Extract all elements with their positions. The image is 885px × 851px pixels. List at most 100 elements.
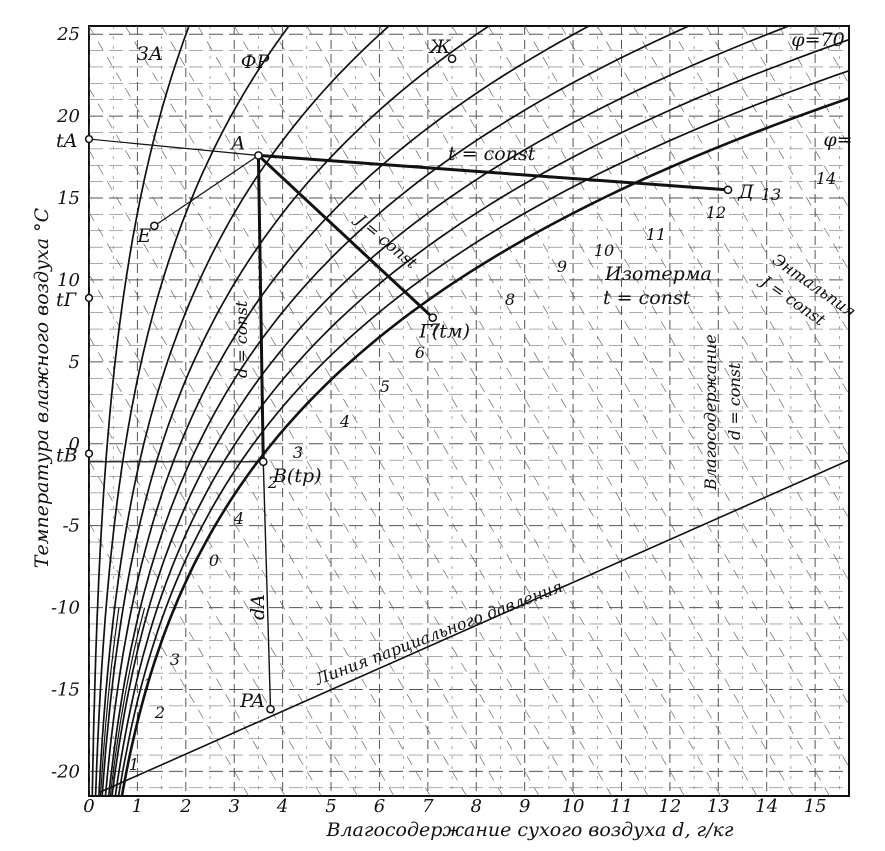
- state-point-zh: [447, 54, 457, 64]
- process-line-d-const: [256, 155, 265, 462]
- relative-humidity-curve: [101, 26, 490, 796]
- annotation-dA: dA: [247, 594, 269, 620]
- grid-line-enthalpy: [89, 149, 467, 796]
- grid-line-enthalpy: [488, 26, 849, 644]
- x-tick-label: 2: [179, 796, 191, 817]
- grid-line-enthalpy: [89, 211, 431, 796]
- x-tick-label: 13: [707, 796, 730, 817]
- grid-line-enthalpy: [705, 26, 849, 271]
- x-tick-label: 14: [755, 796, 778, 817]
- relative-humidity-curve: [94, 26, 290, 796]
- x-tick-label: 10: [562, 796, 585, 817]
- x-tick-label: 5: [325, 796, 336, 817]
- relative-humidity-curve: [98, 26, 390, 796]
- y-tick-label: 0: [69, 434, 80, 455]
- enthalpy-label: 6: [415, 343, 425, 362]
- state-point-pa: [266, 704, 275, 714]
- grid-line-enthalpy: [125, 26, 576, 796]
- state-point-e: [150, 221, 159, 231]
- enthalpy-label: 8: [505, 290, 515, 309]
- y-tick-label: 25: [56, 24, 80, 45]
- curves: [91, 26, 849, 796]
- axis-marker: [84, 293, 94, 303]
- grid-line-enthalpy: [89, 335, 358, 796]
- axis-marker-label: tB: [56, 445, 78, 467]
- grid-line-enthalpy: [597, 26, 849, 458]
- x-tick-label: 15: [804, 796, 827, 817]
- state-point-label-g: Г(tм): [418, 321, 470, 343]
- grid-line-enthalpy: [161, 26, 613, 796]
- y-tick-label: 10: [57, 270, 80, 291]
- x-tick-label: 12: [658, 796, 681, 817]
- partial-pressure-line: [98, 459, 849, 794]
- state-point-label-zh: Ж: [427, 36, 451, 58]
- y-tick-label: 20: [56, 106, 80, 127]
- enthalpy-label: 13: [761, 185, 781, 204]
- annotation-moisture: Влагосодержание: [701, 334, 720, 491]
- grid-line-enthalpy: [851, 26, 885, 796]
- grid-line-enthalpy: [451, 26, 849, 706]
- axis-marker: [84, 134, 94, 144]
- frost-label: 2: [154, 703, 165, 722]
- annotation-isotherm: Изотерма: [604, 263, 712, 285]
- grid-line-enthalpy: [89, 522, 250, 796]
- grid-line-enthalpy: [742, 26, 849, 209]
- grid-line-enthalpy: [524, 26, 849, 582]
- enthalpy-label: 3: [293, 443, 303, 462]
- state-point-label-a: A: [230, 132, 246, 154]
- enthalpy-label: 11: [646, 225, 666, 244]
- y-tick-label: -5: [62, 516, 80, 537]
- grid-line-enthalpy: [633, 26, 849, 396]
- x-tick-label: 9: [519, 796, 530, 817]
- enthalpy-label: 12: [706, 203, 726, 222]
- annotation-t-const: t = const: [448, 143, 536, 165]
- x-axis-title: Влагосодержание сухого воздуха d, г/кг: [325, 819, 733, 841]
- state-point-label-d: Д: [737, 181, 754, 203]
- relative-humidity-curve: [107, 26, 690, 796]
- relative-humidity-curve: [111, 26, 790, 796]
- frost-label: 1: [143, 675, 153, 694]
- grid-line-enthalpy: [89, 26, 540, 796]
- enthalpy-label: 7: [430, 320, 441, 339]
- grid-line-enthalpy: [89, 273, 395, 796]
- enthalpy-label: 5: [380, 377, 390, 396]
- axis-marker-label: tГ: [56, 289, 78, 311]
- grid-line-enthalpy: [270, 26, 721, 796]
- x-tick-label: 3: [228, 796, 239, 817]
- state-point-d: [723, 185, 733, 195]
- process-line-t-const: [258, 153, 729, 192]
- frost-label: 1: [129, 755, 139, 774]
- enthalpy-label: 2: [267, 473, 278, 492]
- grid-line-enthalpy: [415, 26, 849, 768]
- grid-line-enthalpy: [233, 26, 685, 796]
- axis-marker: [84, 449, 94, 458]
- process-lines: [88, 138, 729, 710]
- process-line-j-const: [257, 154, 434, 319]
- y-tick-label: 15: [57, 188, 80, 209]
- relative-humidity-curve: [114, 38, 849, 796]
- grid-line-enthalpy: [669, 26, 849, 333]
- x-tick-label: 8: [471, 796, 482, 817]
- y-tick-label: -10: [51, 598, 80, 619]
- annotation-moisture-d: d = const: [725, 362, 744, 440]
- x-tick-label: 4: [276, 796, 288, 817]
- x-tick-label: 11: [610, 796, 633, 817]
- x-tick-label: 0: [83, 796, 94, 817]
- x-tick-label: 6: [374, 796, 385, 817]
- annotation-d-const: d = const: [232, 300, 251, 378]
- enthalpy-label: 10: [594, 241, 614, 260]
- axis-ticks: 0 1 2 3 4 5 6 7 8 9 10 11 12 13 14 152520151050-5-10-15…: [51, 24, 827, 817]
- frost-label: 0: [209, 551, 219, 570]
- state-point-label-e: Е: [136, 225, 151, 247]
- grid-line-enthalpy: [560, 26, 849, 520]
- axis-marker-label: tA: [56, 130, 77, 152]
- state-point-b: [258, 457, 268, 467]
- grid-line-enthalpy: [89, 87, 504, 796]
- grid-line-enthalpy: [89, 460, 286, 796]
- state-point-label-b: B(tр): [272, 465, 322, 487]
- x-tick-label: 1: [132, 796, 143, 817]
- curve-label: φ=: [823, 129, 852, 151]
- state-point-label-pa: PA: [239, 690, 265, 712]
- relative-humidity-curve: [117, 69, 849, 796]
